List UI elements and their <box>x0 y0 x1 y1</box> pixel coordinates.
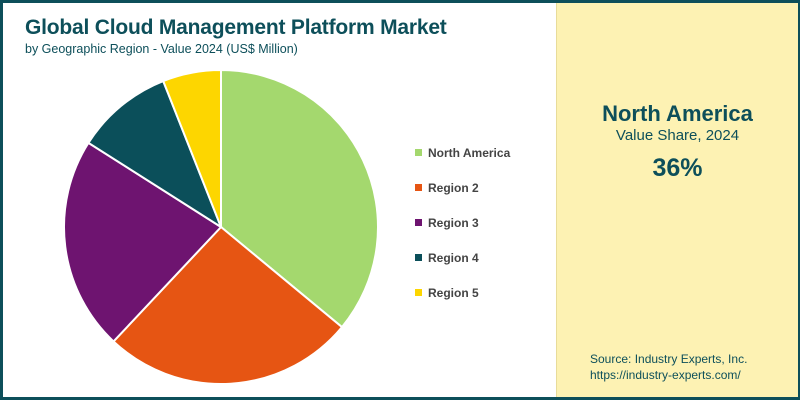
legend-item: Region 4 <box>415 240 510 275</box>
highlight-region: North America <box>602 101 753 126</box>
legend-item: Region 2 <box>415 170 510 205</box>
pie-slice-region-5 <box>161 68 222 228</box>
legend-label: North America <box>428 145 511 160</box>
legend-label: Region 4 <box>428 250 479 265</box>
legend-item: Region 5 <box>415 275 510 310</box>
legend-item: Region 3 <box>415 205 510 240</box>
source-note: Source: Industry Experts, Inc. https://i… <box>590 351 747 383</box>
legend-label: Region 3 <box>428 215 479 230</box>
highlight-value: 36% <box>652 154 703 182</box>
pie-slice-north-america <box>220 68 379 329</box>
legend-label: Region 5 <box>428 285 479 300</box>
source-text: Source: Industry Experts, Inc. <box>590 352 748 366</box>
legend-swatch <box>415 149 422 156</box>
highlight-label: Value Share, 2024 <box>615 127 740 144</box>
pie-slice-region-4 <box>87 79 224 230</box>
source-url[interactable]: https://industry-experts.com/ <box>590 368 741 382</box>
legend-swatch <box>415 219 422 226</box>
pie-slice-region-3 <box>63 141 223 343</box>
legend-swatch <box>415 254 422 261</box>
legend-swatch <box>415 289 422 296</box>
pie-slice-region-2 <box>112 225 344 385</box>
pie-chart <box>63 68 379 385</box>
highlight-panel: North America Value Share, 2024 36% Sour… <box>556 3 798 397</box>
chart-subtitle: by Geographic Region - Value 2024 (US$ M… <box>25 42 298 56</box>
legend: North America Region 2 Region 3 Region 4 Reg… <box>415 135 510 310</box>
legend-label: Region 2 <box>428 180 479 195</box>
chart-title: Global Cloud Management Platform Market <box>25 16 447 39</box>
legend-item: North America <box>415 135 510 170</box>
legend-swatch <box>415 184 422 191</box>
